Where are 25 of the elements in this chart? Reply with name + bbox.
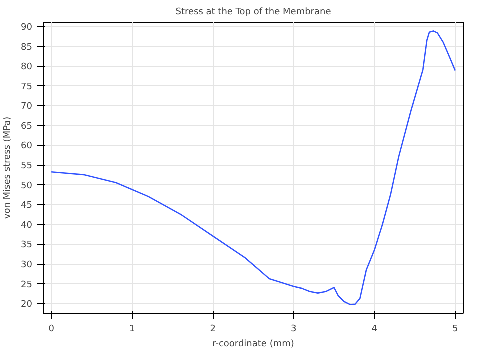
x-tick-label: 4: [372, 324, 378, 334]
y-tick-label: 55: [21, 162, 32, 172]
y-tick-label: 45: [21, 201, 32, 212]
y-tick-label: 25: [21, 280, 32, 290]
y-tick-label: 50: [21, 181, 33, 192]
x-tick-label: 1: [129, 324, 136, 334]
chart-title: Stress at the Top of the Membrane: [176, 8, 332, 18]
y-tick-label: 90: [21, 22, 33, 33]
y-tick-label: 40: [21, 220, 33, 231]
y-tick-label: 80: [21, 62, 33, 73]
x-tick-label: 2: [210, 324, 216, 334]
x-tick-label: 5: [452, 324, 458, 334]
y-tick-label: 30: [21, 260, 33, 271]
y-tick-label: 60: [21, 142, 33, 152]
line-series: [50, 30, 456, 306]
y-axis-title: von Mises stress (MPa): [3, 116, 14, 220]
x-tick-label: 3: [291, 324, 297, 334]
y-tick-label: 65: [21, 122, 32, 132]
y-tick-label: 75: [21, 82, 32, 92]
y-tick-label: 70: [21, 102, 33, 112]
y-tick-label: 20: [21, 300, 33, 310]
y-tick-label: 85: [21, 42, 32, 53]
y-tick-label: 35: [21, 240, 32, 251]
x-axis-title: r-coordinate (mm): [212, 340, 294, 350]
x-tick-label: 0: [48, 324, 55, 334]
